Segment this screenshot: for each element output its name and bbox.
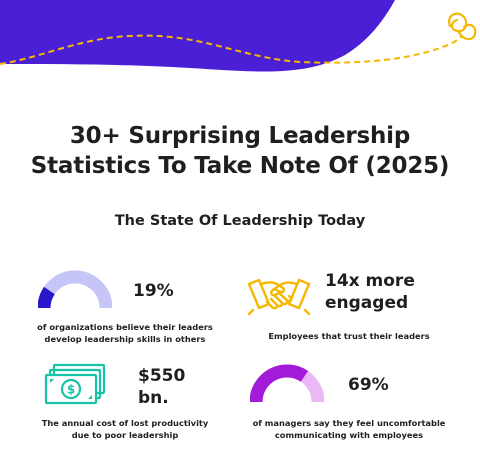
stat-value-69-percent: 69% <box>348 375 389 395</box>
stat-value-19-percent: 19% <box>133 281 174 301</box>
page-title-line1: 30+ Surprising Leadership <box>69 123 411 149</box>
dashed-curve-line <box>0 34 463 65</box>
caption-line: The annual cost of lost productivity <box>41 418 209 428</box>
caption-line: communicating with employees <box>274 429 424 440</box>
gauge-fill <box>38 286 55 309</box>
gauge-fill <box>250 364 309 403</box>
semicircle-gauge-icon <box>250 364 324 403</box>
purple-wave-shape <box>0 0 395 72</box>
caption-line: due to poor leadership <box>71 429 179 440</box>
handshake-icon <box>247 278 311 316</box>
stat-value-line: $550 <box>138 366 186 386</box>
caption-line: Employees that trust their leaders <box>268 331 430 341</box>
stat-caption-productivity: The annual cost of lost productivity due… <box>0 418 250 441</box>
stat-value-14x-engaged: 14x more engaged <box>325 270 415 314</box>
stat-value-line: 14x more <box>325 271 415 291</box>
semicircle-gauge-icon <box>38 270 112 309</box>
yellow-scribble-loops <box>448 12 477 41</box>
stat-caption-organizations: of organizations believe their leaders d… <box>0 322 250 345</box>
header-banner <box>0 0 477 72</box>
section-subtitle: The State Of Leadership Today <box>114 213 366 229</box>
page-title-line2: Statistics To Take Note Of (2025) <box>30 153 450 179</box>
caption-line: develop leadership skills in others <box>44 333 206 344</box>
stat-caption-managers: of managers say they feel uncomfortable … <box>238 418 460 441</box>
stat-value-line: bn. <box>138 388 169 408</box>
caption-line: of organizations believe their leaders <box>37 322 213 332</box>
stat-value-550-bn: $550 bn. <box>138 365 185 409</box>
gauge-track <box>38 270 112 309</box>
money-bills-icon: $ <box>44 363 106 405</box>
stat-value-line: engaged <box>325 293 409 313</box>
svg-text:$: $ <box>67 383 75 397</box>
caption-line: of managers say they feel uncomfortable <box>252 418 446 428</box>
page-title: 30+ Surprising Leadership Statistics To … <box>0 121 480 181</box>
stat-caption-trust: Employees that trust their leaders <box>238 331 460 343</box>
